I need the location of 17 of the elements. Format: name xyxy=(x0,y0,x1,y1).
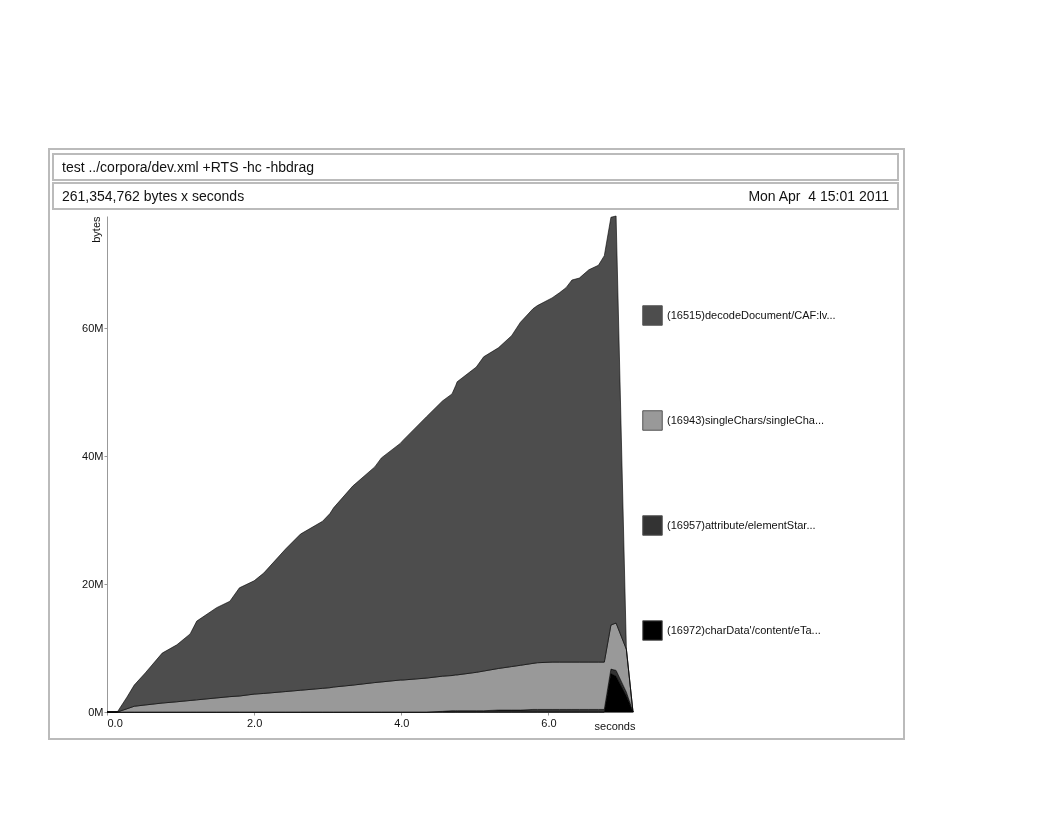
x-axis-title: seconds xyxy=(594,719,636,732)
legend-label: (16943)singleChars/singleCha... xyxy=(667,413,825,426)
y-axis-title: bytes xyxy=(89,216,102,243)
text: Mon Apr 4 15:01 2011 xyxy=(748,187,889,206)
x-tick-label: 6.0 xyxy=(541,716,557,729)
y-tick-label: 40M xyxy=(82,449,104,462)
chart-subtitle: 261,354,762 bytes x seconds xyxy=(62,187,245,206)
chart-title: test ../corpora/dev.xml +RTS -hc -hbdrag xyxy=(62,158,314,177)
y-tick-label: 20M xyxy=(82,577,104,590)
legend-label: (16957)attribute/elementStar... xyxy=(667,518,816,531)
y-tick-label: 0M xyxy=(88,705,104,718)
legend-label: (16515)decodeDocument/CAF:lv... xyxy=(667,308,836,321)
y-tick-label: 60M xyxy=(82,321,104,334)
x-tick-label: 2.0 xyxy=(246,716,263,729)
x-tick-label: 4.0 xyxy=(394,716,410,729)
legend-label: (16972)charData'/content/eTa... xyxy=(667,623,821,636)
x-tick-label: 0.0 xyxy=(107,716,123,729)
